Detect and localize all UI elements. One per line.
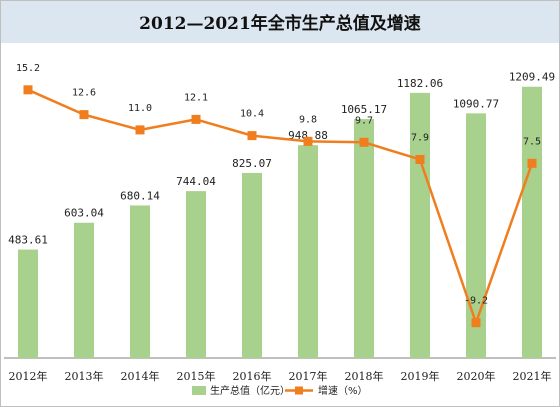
growth-value-label-8: -9.2 xyxy=(464,296,488,307)
growth-value-label-7: 7.9 xyxy=(411,132,429,143)
bar-0 xyxy=(18,249,38,358)
growth-value-label-2: 11.0 xyxy=(128,103,152,114)
bar-4 xyxy=(242,172,262,358)
growth-marker-9 xyxy=(527,158,537,168)
growth-marker-5 xyxy=(303,136,313,146)
growth-value-label-9: 7.5 xyxy=(523,136,541,147)
bar-value-label-2: 680.14 xyxy=(120,189,160,202)
x-tick-label-8: 2020年 xyxy=(457,369,496,383)
x-tick-label-2: 2014年 xyxy=(121,369,160,383)
title-band xyxy=(1,1,559,43)
bar-series xyxy=(18,86,542,359)
bar-value-labels: 483.61 603.04 680.14 744.04 825.07 948.88 1065… xyxy=(8,71,555,247)
growth-line xyxy=(27,88,534,324)
legend-bar-label: 生产总值（亿元） xyxy=(210,384,290,397)
bar-5 xyxy=(298,145,318,358)
growth-marker-6 xyxy=(359,137,369,147)
growth-value-label-5: 9.8 xyxy=(299,114,317,125)
chart-title: 2012—2021年全市生产总值及增速 xyxy=(139,13,421,34)
growth-marker-2 xyxy=(135,125,145,135)
bar-9 xyxy=(522,86,542,358)
growth-marker-0 xyxy=(23,85,33,95)
legend-line-label: 增速（%） xyxy=(318,384,368,397)
bar-value-label-7: 1182.06 xyxy=(397,77,443,90)
x-tick-label-3: 2015年 xyxy=(177,369,216,383)
bar-8 xyxy=(466,113,486,359)
bar-2 xyxy=(130,205,150,358)
x-tick-label-0: 2012年 xyxy=(9,369,48,383)
bar-value-label-6: 1065.17 xyxy=(341,103,387,116)
growth-marker-3 xyxy=(191,114,201,124)
growth-value-label-4: 10.4 xyxy=(240,109,264,120)
growth-value-label-6: 9.7 xyxy=(355,115,373,126)
bar-value-label-4: 825.07 xyxy=(232,157,272,170)
x-tick-label-5: 2017年 xyxy=(289,369,328,383)
bar-1 xyxy=(74,222,94,358)
bar-6 xyxy=(354,119,374,358)
x-axis-tick-labels: 2012年 2013年 2014年 2015年 2016年 2017年 2018年 2019年… xyxy=(9,369,552,383)
growth-marker-8 xyxy=(471,318,481,328)
growth-value-label-1: 12.6 xyxy=(72,88,96,99)
growth-value-label-0: 15.2 xyxy=(16,63,40,74)
legend: 生产总值（亿元） 增速（%） xyxy=(192,384,368,397)
x-tick-label-4: 2016年 xyxy=(233,369,272,383)
x-tick-label-1: 2013年 xyxy=(65,369,104,383)
growth-marker-1 xyxy=(79,110,89,120)
growth-marker-7 xyxy=(415,154,425,164)
legend-line-marker xyxy=(295,386,303,395)
legend-bar-swatch xyxy=(192,386,206,395)
x-tick-label-7: 2019年 xyxy=(401,369,440,383)
growth-value-label-3: 12.1 xyxy=(184,92,208,103)
bar-value-label-1: 603.04 xyxy=(64,207,104,220)
growth-marker-4 xyxy=(247,131,257,141)
bar-value-label-9: 1209.49 xyxy=(509,71,555,84)
bar-value-label-3: 744.04 xyxy=(176,175,216,188)
bar-3 xyxy=(186,191,206,358)
bar-value-label-8: 1090.77 xyxy=(453,97,499,110)
bar-value-label-5: 948.88 xyxy=(288,129,328,142)
growth-line-series: 15.2 12.6 11.0 12.1 10.4 9.8 9.7 7.9 -9.2 7.5 xyxy=(16,63,541,328)
x-tick-label-9: 2021年 xyxy=(513,369,552,383)
x-tick-label-6: 2018年 xyxy=(345,369,384,383)
bar-value-label-0: 483.61 xyxy=(8,234,48,247)
